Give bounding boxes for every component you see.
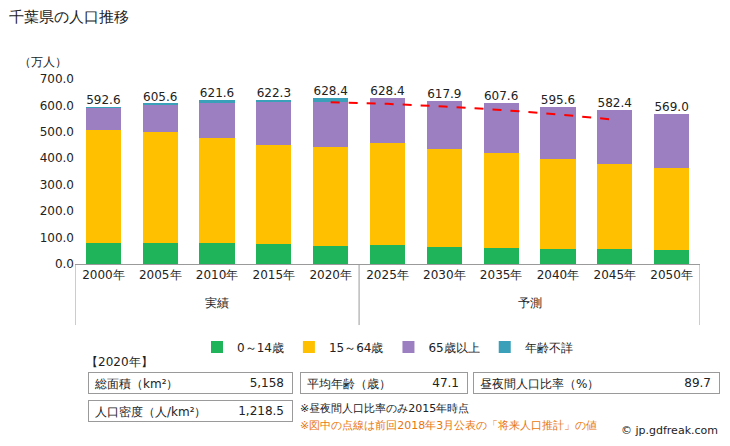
svg-text:100.0: 100.0 [40, 231, 74, 245]
svg-text:200.0: 200.0 [40, 204, 74, 218]
svg-text:2020年: 2020年 [309, 268, 352, 282]
svg-text:（万人）: （万人） [19, 55, 67, 69]
svg-text:300.0: 300.0 [40, 178, 74, 192]
html-text:5,158: 5,158 [249, 376, 284, 390]
svg-text:617.9: 617.9 [427, 87, 461, 101]
html-text:人口密度（人/km²）: 人口密度（人/km²） [95, 405, 207, 419]
svg-text:595.6: 595.6 [541, 93, 575, 107]
svg-text:592.6: 592.6 [86, 93, 120, 107]
svg-text:582.4: 582.4 [598, 96, 632, 110]
html-text:© jp.gdfreak.com: © jp.gdfreak.com [621, 424, 718, 437]
svg-text:600.0: 600.0 [40, 99, 74, 113]
svg-text:569.0: 569.0 [654, 100, 688, 114]
svg-text:622.3: 622.3 [257, 86, 291, 100]
svg-text:621.6: 621.6 [200, 86, 234, 100]
svg-text:628.4: 628.4 [314, 84, 348, 98]
svg-text:2010年: 2010年 [196, 268, 239, 282]
svg-text:607.6: 607.6 [484, 89, 518, 103]
svg-text:2025年: 2025年 [366, 268, 409, 282]
html-text:1,218.5: 1,218.5 [238, 404, 284, 418]
html-text:【2020年】: 【2020年】 [86, 355, 153, 369]
svg-text:実績: 実績 [205, 296, 229, 310]
svg-text:700.0: 700.0 [40, 72, 74, 86]
html-text:47.1: 47.1 [432, 376, 459, 390]
svg-text:年齢不詳: 年齢不詳 [525, 341, 573, 355]
svg-text:0.0: 0.0 [55, 257, 74, 271]
svg-text:2040年: 2040年 [537, 268, 580, 282]
svg-text:2015年: 2015年 [253, 268, 296, 282]
svg-text:0～14歳: 0～14歳 [237, 341, 284, 355]
svg-text:予測: 予測 [518, 296, 542, 310]
svg-text:2030年: 2030年 [423, 268, 466, 282]
svg-text:65歳以上: 65歳以上 [428, 341, 479, 355]
svg-text:15～64歳: 15～64歳 [329, 341, 384, 355]
svg-text:千葉県の人口推移: 千葉県の人口推移 [9, 8, 129, 26]
svg-text:2005年: 2005年 [139, 268, 182, 282]
svg-text:500.0: 500.0 [40, 125, 74, 139]
svg-text:2035年: 2035年 [480, 268, 523, 282]
html-text:昼夜間人口比率（%）: 昼夜間人口比率（%） [480, 377, 600, 391]
svg-text:2045年: 2045年 [593, 268, 636, 282]
html-text:89.7: 89.7 [684, 376, 711, 390]
svg-text:605.6: 605.6 [143, 90, 177, 104]
html-text:平均年齢（歳）: 平均年齢（歳） [307, 377, 391, 391]
html-text:※昼夜間人口比率のみ2015年時点: ※昼夜間人口比率のみ2015年時点 [300, 402, 470, 415]
svg-text:2050年: 2050年 [650, 268, 693, 282]
svg-text:628.4: 628.4 [370, 84, 404, 98]
svg-text:2000年: 2000年 [82, 268, 125, 282]
html-text:総面積（km²）: 総面積（km²） [95, 377, 179, 391]
svg-text:400.0: 400.0 [40, 151, 74, 165]
html-text:※図中の点線は前回2018年3月公表の「将来人口推計」の値: ※図中の点線は前回2018年3月公表の「将来人口推計」の値 [300, 419, 598, 432]
